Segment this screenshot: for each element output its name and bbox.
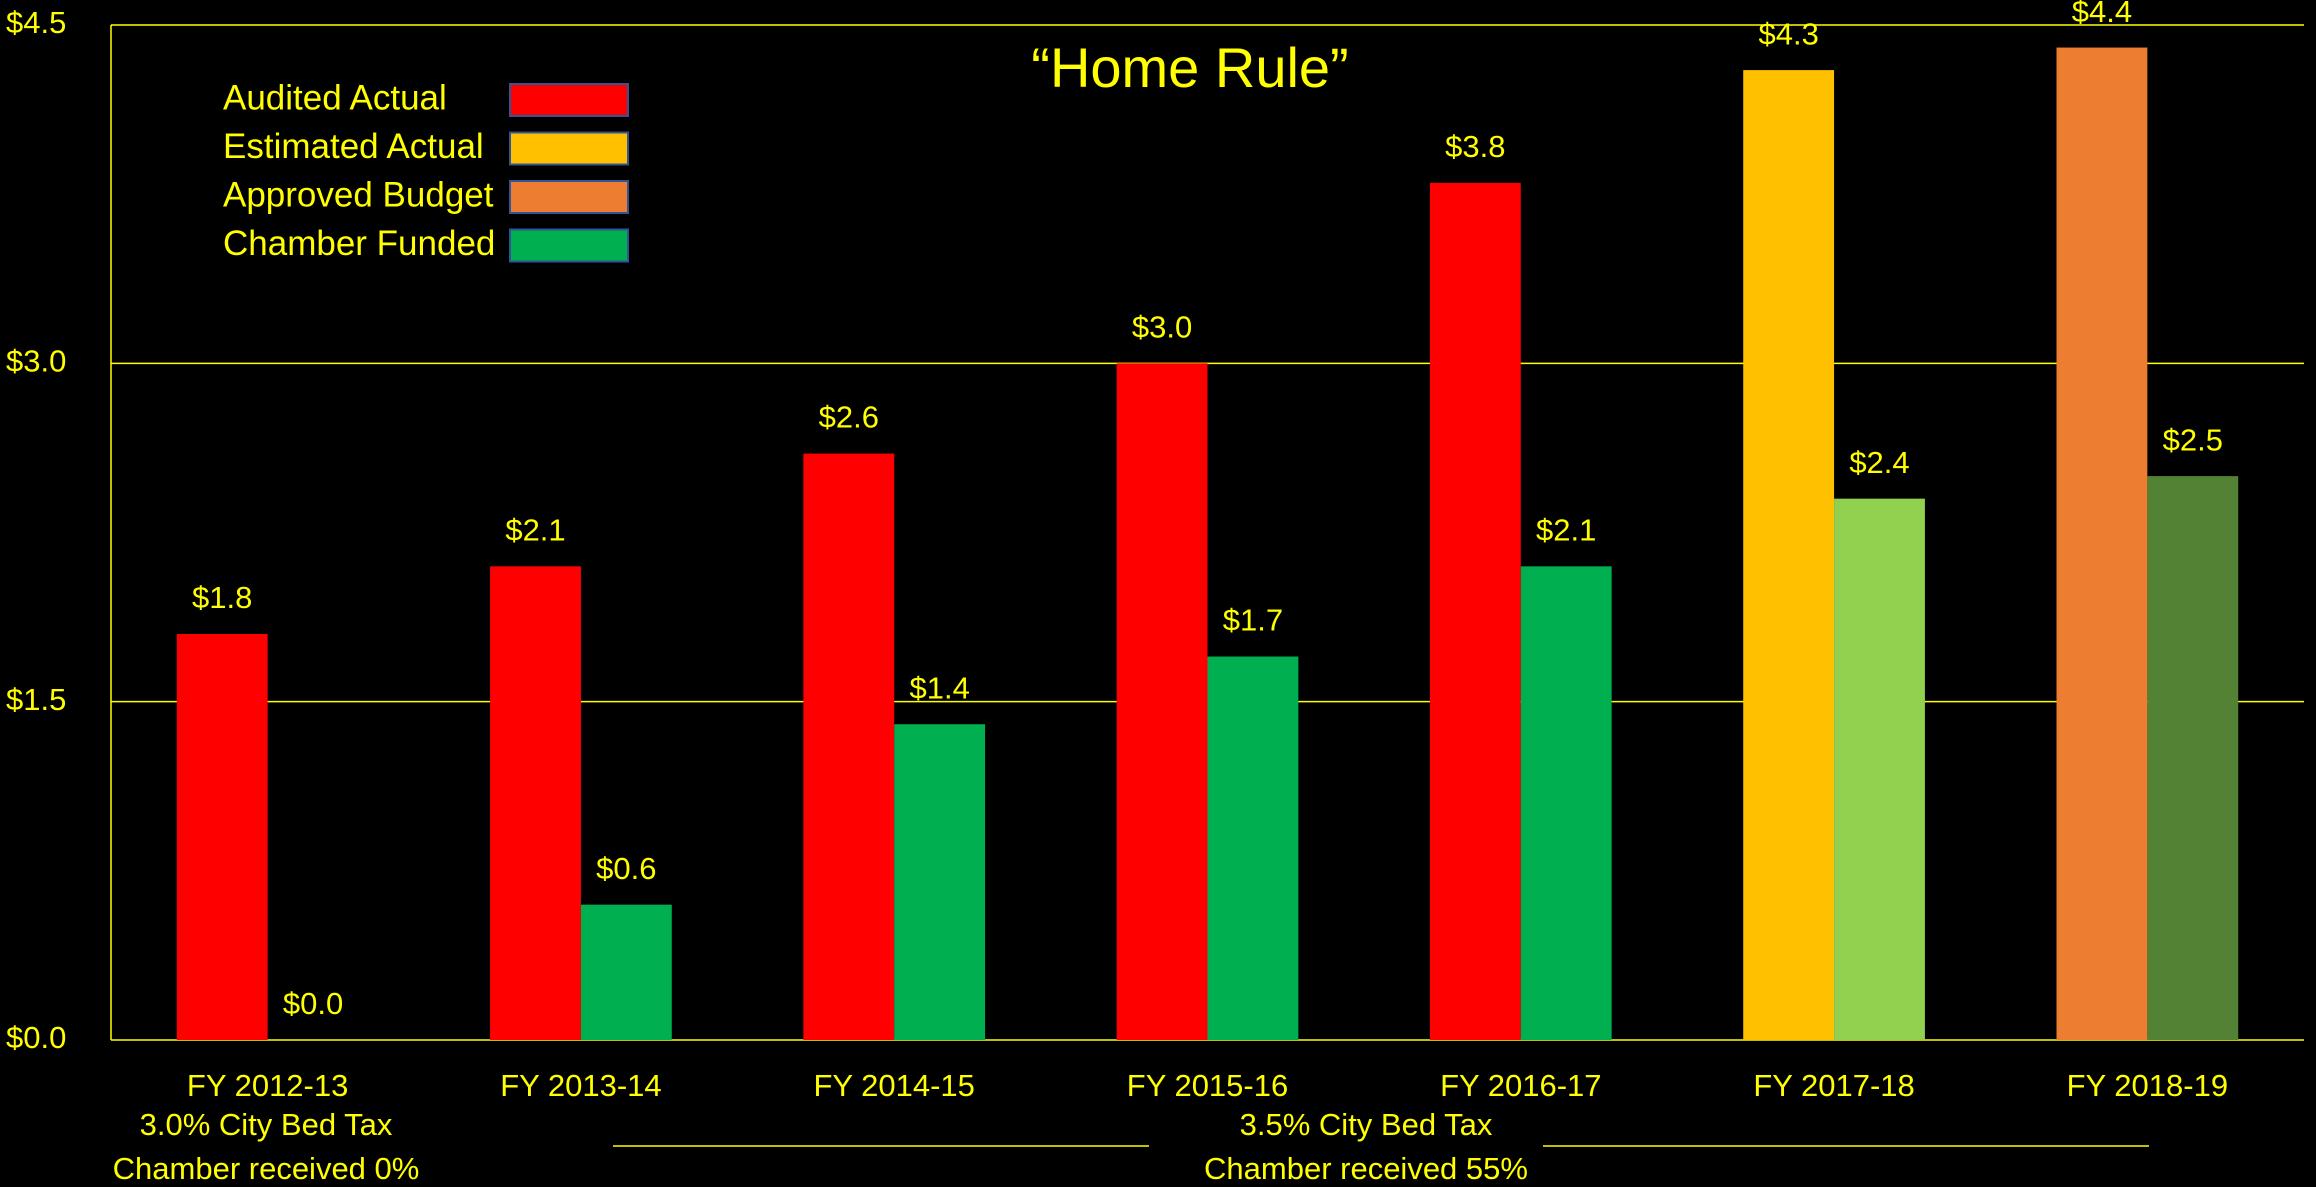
x-tick-label: FY 2012-13	[187, 1068, 348, 1103]
legend-label: Audited Actual	[223, 78, 447, 117]
bar	[1116, 363, 1208, 1040]
legend-label: Estimated Actual	[223, 127, 484, 166]
bar	[1743, 70, 1835, 1041]
y-tick-label: $1.5	[6, 682, 66, 717]
value-label: $1.4	[909, 670, 969, 705]
x-tick-label: FY 2016-17	[1440, 1068, 1601, 1103]
bar	[894, 724, 986, 1040]
legend-label: Chamber Funded	[223, 224, 495, 263]
legend-label: Approved Budget	[223, 175, 494, 214]
bar	[176, 634, 268, 1040]
bar	[1207, 656, 1299, 1040]
legend-swatch	[509, 83, 629, 117]
x-tick-label: FY 2015-16	[1127, 1068, 1288, 1103]
bar	[803, 453, 895, 1040]
value-label: $1.8	[192, 580, 252, 615]
bar	[490, 566, 581, 1040]
value-label: $0.0	[283, 986, 343, 1021]
bar	[1834, 498, 1925, 1041]
y-tick-label: $3.0	[6, 344, 66, 379]
value-label: $2.6	[819, 400, 879, 435]
value-label: $3.0	[1132, 310, 1192, 345]
value-label: $2.4	[1849, 445, 1909, 480]
bar	[1429, 182, 1521, 1040]
x-tick-label: FY 2014-15	[813, 1068, 974, 1103]
value-label: $4.3	[1758, 16, 1818, 51]
annotation: “Home Rule”	[1031, 36, 1348, 99]
note: 3.5% City Bed Tax	[1240, 1107, 1493, 1142]
x-tick-label: FY 2018-19	[2067, 1068, 2228, 1103]
x-tick-label: FY 2017-18	[1753, 1068, 1914, 1103]
legend-swatch	[509, 180, 629, 214]
value-label: $4.4	[2072, 0, 2132, 29]
value-label: $0.6	[596, 851, 656, 886]
note: 3.0% City Bed Tax	[140, 1107, 393, 1142]
note: Chamber received 55%	[1204, 1151, 1528, 1186]
bar	[580, 904, 672, 1040]
value-label: $1.7	[1223, 603, 1283, 638]
bar	[1520, 566, 1612, 1040]
value-label: $2.5	[2163, 422, 2223, 457]
y-tick-label: $0.0	[6, 1020, 66, 1055]
value-label: $2.1	[505, 513, 565, 548]
x-tick-label: FY 2013-14	[500, 1068, 661, 1103]
legend-swatch	[509, 131, 629, 166]
value-label: $3.8	[1445, 129, 1505, 164]
legend-swatch	[509, 228, 629, 263]
note: Chamber received 0%	[113, 1151, 420, 1186]
value-label: $2.1	[1536, 513, 1596, 548]
bar	[2056, 47, 2148, 1041]
bar	[2147, 476, 2239, 1041]
y-tick-label: $4.5	[6, 5, 66, 40]
